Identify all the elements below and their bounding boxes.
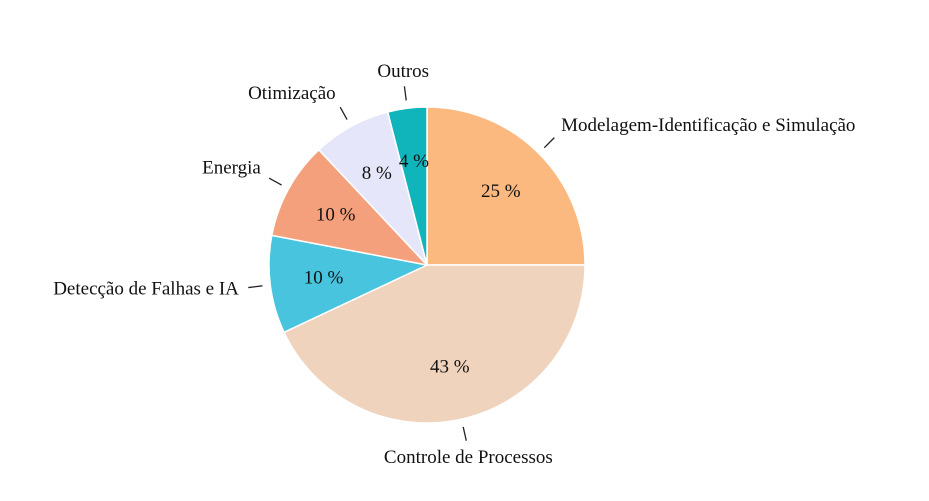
pie-slice-outros xyxy=(386,106,428,266)
category-label-outros: Outros xyxy=(377,61,429,82)
percent-labels-layer: 25 % 43 % 10 % 10 % 8 % 4 % xyxy=(304,151,521,377)
leader-line-modelagem-identificacao-e-simulacao xyxy=(543,137,555,149)
percent-label-deteccao-de-falhas-e-ia: 10 % xyxy=(304,268,344,289)
pie-slice-controle-de-processos xyxy=(283,264,586,424)
percent-label-energia: 10 % xyxy=(316,204,356,225)
category-label-deteccao-de-falhas-e-ia: Detecção de Falhas e IA xyxy=(53,278,239,299)
leader-lines-layer xyxy=(248,86,555,441)
leader-line-otimizacao xyxy=(339,106,348,120)
leader-line-deteccao-de-falhas-e-ia xyxy=(248,285,263,289)
percent-label-controle-de-processos: 43 % xyxy=(430,356,470,377)
category-labels-layer: Modelagem-Identificação e Simulação Contr… xyxy=(53,61,855,468)
category-label-otimizacao: Otimização xyxy=(248,83,336,104)
pie-slice-energia xyxy=(270,148,430,267)
percent-label-modelagem-identificacao-e-simulacao: 25 % xyxy=(481,181,521,202)
leader-line-controle-de-processos xyxy=(462,426,467,441)
category-label-energia: Energia xyxy=(202,158,261,179)
leader-line-outros xyxy=(403,86,407,101)
percent-label-otimizacao: 8 % xyxy=(362,163,392,184)
category-label-controle-de-processos: Controle de Processos xyxy=(384,447,553,468)
category-label-modelagem-identificacao-e-simulacao: Modelagem-Identificação e Simulação xyxy=(561,115,855,136)
slices-layer xyxy=(268,106,586,424)
pie-slice-deteccao-de-falhas-e-ia xyxy=(268,234,430,334)
percent-label-outros: 4 % xyxy=(399,151,429,172)
pie-slice-modelagem-identificacao-e-simulacao xyxy=(426,106,586,266)
leader-line-energia xyxy=(268,177,282,186)
